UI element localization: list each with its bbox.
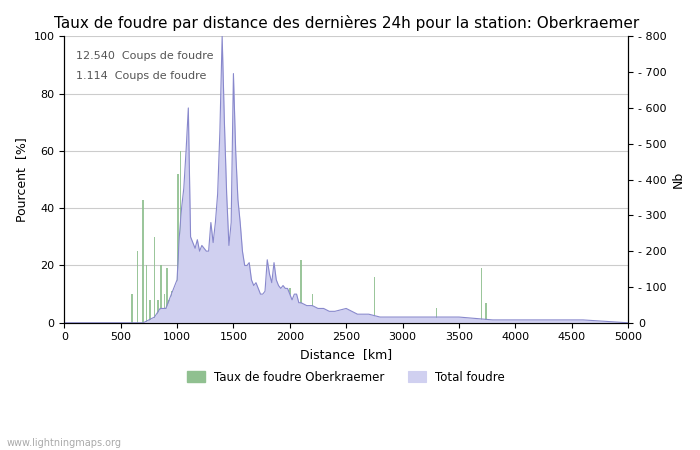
Title: Taux de foudre par distance des dernières 24h pour la station: Oberkraemer: Taux de foudre par distance des dernière… (54, 15, 639, 31)
Bar (218, 308, 220, 323)
Bar (214, 263, 215, 323)
Bar (374, 277, 375, 323)
Bar (258, 300, 259, 323)
Bar (206, 277, 209, 323)
Bar (481, 268, 482, 323)
Bar (485, 303, 487, 323)
Bar (223, 308, 224, 323)
Bar (131, 294, 133, 323)
Bar (272, 283, 274, 323)
Bar (262, 308, 264, 323)
Bar (164, 294, 165, 323)
Bar (200, 294, 202, 323)
Bar (229, 308, 231, 323)
Y-axis label: Nb: Nb (672, 171, 685, 188)
Bar (157, 300, 159, 323)
Bar (142, 200, 144, 323)
Bar (248, 308, 250, 323)
Text: 12.540  Coups de foudre: 12.540 Coups de foudre (76, 51, 213, 61)
Bar (149, 300, 150, 323)
Legend: Taux de foudre Oberkraemer, Total foudre: Taux de foudre Oberkraemer, Total foudre (183, 366, 510, 388)
Bar (244, 300, 246, 323)
Bar (202, 300, 204, 323)
Text: 1.114  Coups de foudre: 1.114 Coups de foudre (76, 71, 206, 81)
Bar (295, 306, 296, 323)
Bar (188, 243, 190, 323)
Bar (300, 260, 302, 323)
Bar (177, 174, 179, 323)
Bar (204, 294, 206, 323)
Bar (278, 286, 279, 323)
Bar (216, 300, 218, 323)
Bar (312, 294, 313, 323)
Bar (236, 280, 238, 323)
Bar (171, 291, 172, 323)
Bar (166, 268, 168, 323)
Bar (211, 300, 213, 323)
Bar (146, 266, 148, 323)
Text: www.lightningmaps.org: www.lightningmaps.org (7, 438, 122, 448)
Bar (136, 251, 139, 323)
Bar (191, 260, 193, 323)
X-axis label: Distance  [km]: Distance [km] (300, 348, 392, 361)
Bar (209, 303, 211, 323)
Bar (267, 308, 268, 323)
Bar (153, 237, 155, 323)
Bar (186, 294, 188, 323)
Bar (173, 300, 174, 323)
Bar (180, 151, 181, 323)
Bar (239, 300, 241, 323)
Bar (195, 300, 197, 323)
Bar (168, 300, 170, 323)
Bar (253, 308, 255, 323)
Bar (197, 300, 199, 323)
Bar (232, 182, 234, 323)
Bar (289, 288, 290, 323)
Bar (193, 274, 195, 323)
Bar (182, 251, 183, 323)
Bar (160, 266, 162, 323)
Bar (225, 280, 226, 323)
Bar (175, 300, 177, 323)
Bar (284, 294, 285, 323)
Y-axis label: Pourcent  [%]: Pourcent [%] (15, 137, 28, 222)
Bar (184, 248, 186, 323)
Bar (227, 308, 229, 323)
Bar (220, 308, 222, 323)
Bar (435, 308, 438, 323)
